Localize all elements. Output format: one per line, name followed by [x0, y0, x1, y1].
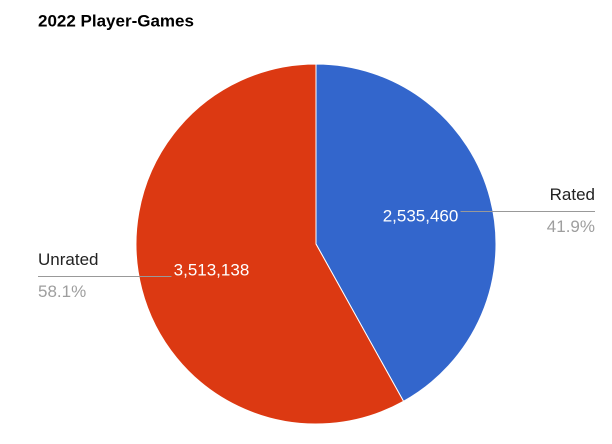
- value-label: 2,535,460: [383, 206, 459, 225]
- percent-label: 58.1%: [38, 282, 86, 301]
- legend-label: Unrated: [38, 250, 98, 269]
- pie-slice: [315, 63, 497, 402]
- value-label: 3,513,138: [174, 261, 250, 280]
- pie-slice: [135, 63, 405, 425]
- legend-label: Rated: [550, 185, 595, 204]
- chart-title: 2022 Player-Games: [38, 11, 194, 30]
- percent-label: 41.9%: [547, 217, 595, 236]
